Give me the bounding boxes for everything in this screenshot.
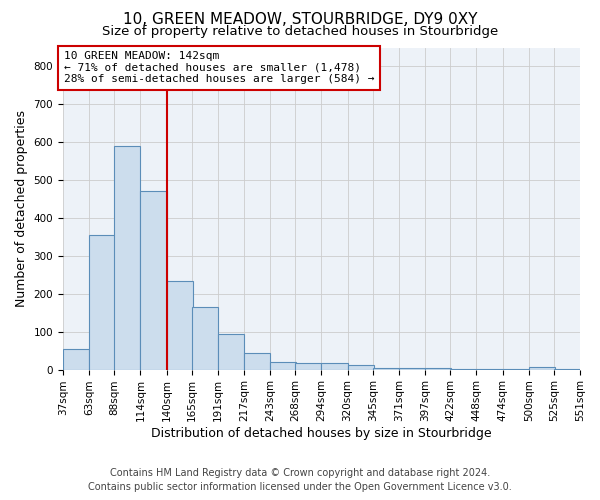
Text: 10 GREEN MEADOW: 142sqm
← 71% of detached houses are smaller (1,478)
28% of semi: 10 GREEN MEADOW: 142sqm ← 71% of detache…	[64, 52, 374, 84]
X-axis label: Distribution of detached houses by size in Stourbridge: Distribution of detached houses by size …	[151, 427, 492, 440]
Bar	[114, 146, 140, 370]
Bar	[63, 349, 89, 370]
Y-axis label: Number of detached properties: Number of detached properties	[15, 110, 28, 307]
Bar	[322, 363, 347, 370]
Bar	[347, 364, 374, 370]
Text: Size of property relative to detached houses in Stourbridge: Size of property relative to detached ho…	[102, 25, 498, 38]
Bar	[89, 235, 115, 370]
Text: 10, GREEN MEADOW, STOURBRIDGE, DY9 0XY: 10, GREEN MEADOW, STOURBRIDGE, DY9 0XY	[123, 12, 477, 28]
Bar	[476, 369, 503, 370]
Bar	[554, 369, 580, 370]
Bar	[529, 366, 555, 370]
Bar	[373, 368, 399, 370]
Bar	[244, 352, 270, 370]
Bar	[140, 192, 167, 370]
Bar	[503, 369, 529, 370]
Bar	[580, 369, 600, 370]
Bar	[450, 369, 476, 370]
Bar	[167, 280, 193, 370]
Bar	[191, 307, 218, 370]
Bar	[425, 368, 451, 370]
Bar	[218, 334, 244, 370]
Bar	[399, 368, 425, 370]
Text: Contains HM Land Registry data © Crown copyright and database right 2024.
Contai: Contains HM Land Registry data © Crown c…	[88, 468, 512, 492]
Bar	[295, 363, 322, 370]
Bar	[270, 362, 296, 370]
